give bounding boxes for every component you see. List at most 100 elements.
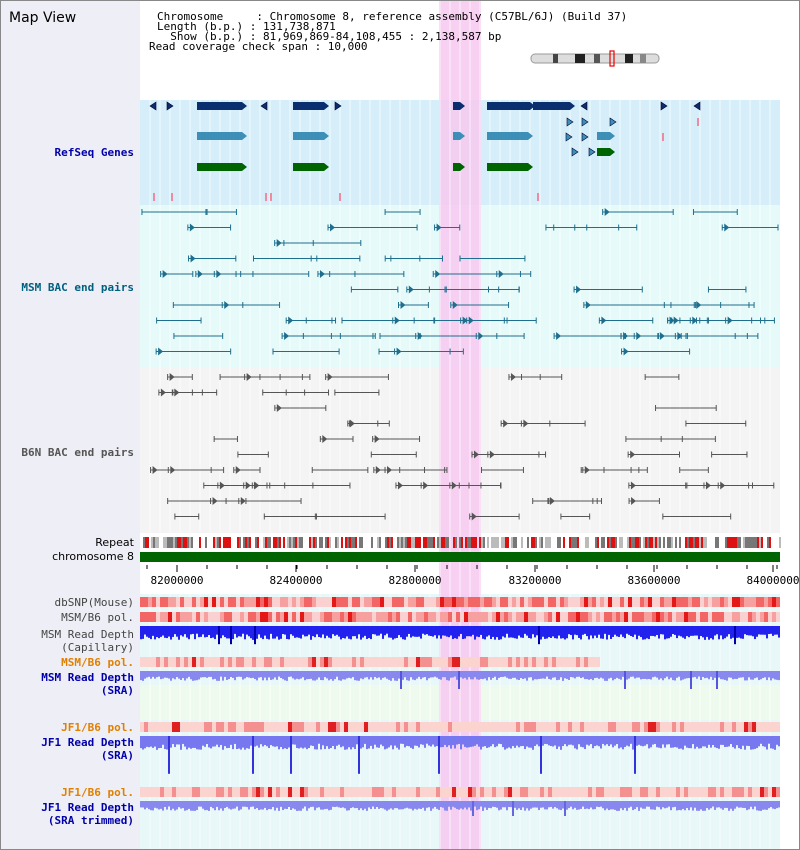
heat-cell — [604, 787, 608, 797]
heat-cell — [256, 657, 260, 667]
label-refseq-genes[interactable]: RefSeq Genes — [54, 146, 134, 159]
repeat-block — [731, 537, 733, 548]
depth-bar — [740, 801, 742, 808]
depth-bar — [700, 736, 702, 749]
repeat-block — [657, 537, 659, 548]
chromosome-ideogram[interactable] — [530, 50, 660, 67]
heat-cell — [552, 597, 556, 607]
heat-cell — [472, 597, 476, 607]
depth-bar — [472, 626, 474, 635]
depth-bar — [520, 626, 522, 638]
depth-bar — [386, 736, 388, 749]
label-b6n-bac[interactable]: B6N BAC end pairs — [21, 446, 134, 459]
heat-cell — [140, 657, 144, 667]
depth-bar — [758, 671, 760, 681]
heat-cell — [760, 787, 764, 797]
heat-cell — [280, 657, 284, 667]
depth-bar — [542, 801, 544, 808]
depth-bar — [696, 736, 698, 747]
depth-bar — [766, 626, 768, 639]
depth-bar — [484, 736, 486, 747]
depth-bar — [712, 736, 714, 746]
heat-cell — [340, 597, 344, 607]
depth-bar — [234, 736, 236, 744]
heat-cell — [336, 787, 340, 797]
heat-cell — [580, 597, 584, 607]
depth-bar — [772, 736, 774, 749]
heat-cell — [400, 722, 404, 732]
gene-arrow — [324, 102, 329, 110]
depth-bar — [486, 671, 488, 681]
depth-bar — [274, 671, 276, 678]
depth-bar — [282, 626, 284, 635]
repeat-block — [575, 537, 577, 548]
depth-bar — [162, 671, 164, 679]
heat-cell — [604, 722, 608, 732]
b6n-bac-track[interactable] — [150, 373, 775, 521]
heat-cell — [360, 722, 364, 732]
depth-bar — [774, 626, 776, 635]
repeat-block — [309, 537, 311, 548]
depth-bar — [722, 736, 724, 745]
heat-cell — [496, 787, 500, 797]
depth-bar — [546, 671, 548, 677]
repeat-block — [415, 537, 417, 548]
depth-bar — [582, 801, 584, 807]
depth-bar — [638, 626, 640, 636]
heat-cell — [376, 722, 380, 732]
depth-bar — [682, 801, 684, 809]
heat-cell — [324, 787, 328, 797]
depth-bar — [166, 801, 168, 810]
heat-cell — [384, 597, 388, 607]
polymorphism-heat-tracks[interactable] — [140, 597, 780, 797]
heat-cell — [444, 787, 448, 797]
depth-bar — [630, 626, 632, 637]
heat-cell — [492, 657, 496, 667]
heat-cell — [528, 722, 532, 732]
depth-bar — [732, 626, 734, 638]
heat-cell — [632, 612, 636, 622]
repeat-track[interactable] — [143, 537, 781, 548]
label-msm-bac[interactable]: MSM BAC end pairs — [21, 281, 134, 294]
heat-cell — [488, 787, 492, 797]
repeat-block — [779, 537, 781, 548]
msm-bac-track[interactable] — [141, 208, 779, 356]
heat-cell — [628, 612, 632, 622]
heat-cell — [640, 787, 644, 797]
depth-bar — [672, 671, 674, 681]
repeat-block — [503, 537, 505, 548]
depth-bar — [152, 736, 154, 748]
depth-bar — [740, 626, 742, 639]
read-depth-tracks[interactable] — [140, 626, 780, 816]
depth-bar — [710, 671, 712, 677]
heat-cell — [656, 787, 660, 797]
depth-bar — [678, 736, 680, 749]
depth-bar — [278, 671, 280, 677]
depth-bar — [558, 626, 560, 636]
chromosome-bar[interactable] — [140, 552, 780, 562]
depth-bar — [410, 736, 412, 748]
heat-cell — [744, 612, 748, 622]
gene-body — [533, 102, 570, 110]
repeat-block — [733, 537, 735, 548]
heat-cell — [700, 722, 704, 732]
heat-cell — [512, 787, 516, 797]
depth-bar — [590, 671, 592, 679]
depth-bar — [320, 801, 322, 810]
heat-cell — [420, 612, 424, 622]
depth-bar — [452, 626, 454, 640]
depth-bar — [208, 626, 210, 636]
depth-bar — [206, 801, 208, 811]
heat-cell — [508, 612, 512, 622]
depth-bar — [654, 801, 656, 810]
depth-bar — [298, 671, 300, 680]
repeat-block — [455, 537, 457, 548]
heat-cell — [280, 787, 284, 797]
refseq-genes-track[interactable] — [149, 101, 701, 201]
repeat-block — [377, 537, 379, 548]
depth-bar — [294, 626, 296, 638]
depth-bar — [390, 626, 392, 638]
depth-bar — [398, 626, 400, 636]
depth-bar — [490, 801, 492, 809]
